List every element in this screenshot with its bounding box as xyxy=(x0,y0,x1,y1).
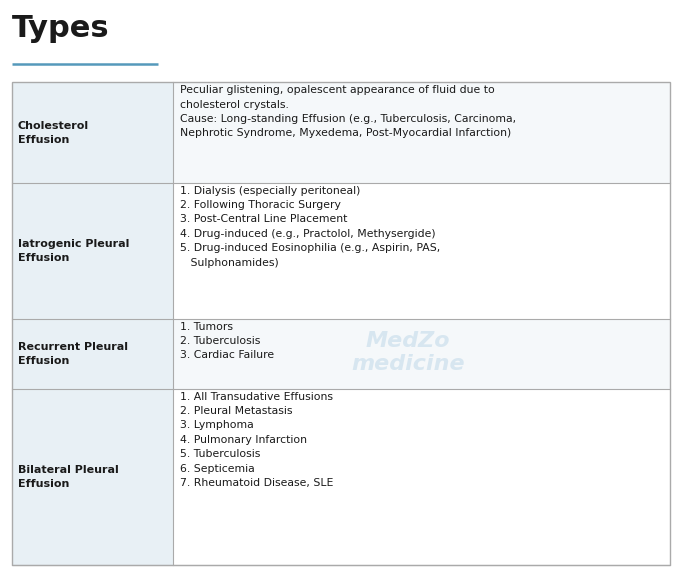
Bar xyxy=(173,319,670,389)
Text: Types: Types xyxy=(12,14,110,43)
Text: Bilateral Pleural
Effusion: Bilateral Pleural Effusion xyxy=(18,465,118,489)
Text: MedZo
medicine: MedZo medicine xyxy=(351,331,465,374)
Bar xyxy=(173,183,670,319)
Bar xyxy=(12,389,173,565)
Bar xyxy=(12,183,173,319)
Text: 1. Tumors
2. Tuberculosis
3. Cardiac Failure: 1. Tumors 2. Tuberculosis 3. Cardiac Fai… xyxy=(180,321,274,360)
Text: Peculiar glistening, opalescent appearance of fluid due to
cholesterol crystals.: Peculiar glistening, opalescent appearan… xyxy=(180,85,516,139)
Text: 1. All Transudative Effusions
2. Pleural Metastasis
3. Lymphoma
4. Pulmonary Inf: 1. All Transudative Effusions 2. Pleural… xyxy=(180,391,333,488)
Bar xyxy=(12,319,173,389)
Bar xyxy=(12,82,670,565)
Text: Iatrogenic Pleural
Effusion: Iatrogenic Pleural Effusion xyxy=(18,239,129,263)
Text: Cholesterol
Effusion: Cholesterol Effusion xyxy=(18,120,89,145)
Text: 1. Dialysis (especially peritoneal)
2. Following Thoracic Surgery
3. Post-Centra: 1. Dialysis (especially peritoneal) 2. F… xyxy=(180,186,441,268)
Bar xyxy=(173,82,670,183)
Bar xyxy=(12,82,173,183)
Bar xyxy=(173,389,670,565)
Text: Recurrent Pleural
Effusion: Recurrent Pleural Effusion xyxy=(18,342,128,366)
